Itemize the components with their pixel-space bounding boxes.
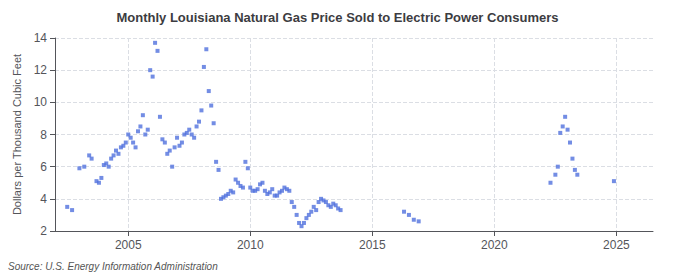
svg-text:2015: 2015 <box>359 238 386 252</box>
svg-text:2020: 2020 <box>481 238 508 252</box>
svg-text:14: 14 <box>34 31 48 45</box>
svg-text:8: 8 <box>40 128 47 142</box>
svg-text:2: 2 <box>40 224 47 238</box>
svg-text:4: 4 <box>40 192 47 206</box>
svg-text:2025: 2025 <box>603 238 630 252</box>
svg-text:Dollars per Thousand Cubic Fee: Dollars per Thousand Cubic Feet <box>11 54 23 215</box>
svg-text:2010: 2010 <box>237 238 264 252</box>
svg-text:Monthly Louisiana Natural Gas: Monthly Louisiana Natural Gas Price Sold… <box>116 10 558 25</box>
svg-text:6: 6 <box>40 160 47 174</box>
svg-text:10: 10 <box>34 95 48 109</box>
svg-text:2005: 2005 <box>115 238 142 252</box>
svg-text:Source: U.S. Energy Informatio: Source: U.S. Energy Information Administ… <box>8 261 218 272</box>
svg-text:12: 12 <box>34 63 48 77</box>
